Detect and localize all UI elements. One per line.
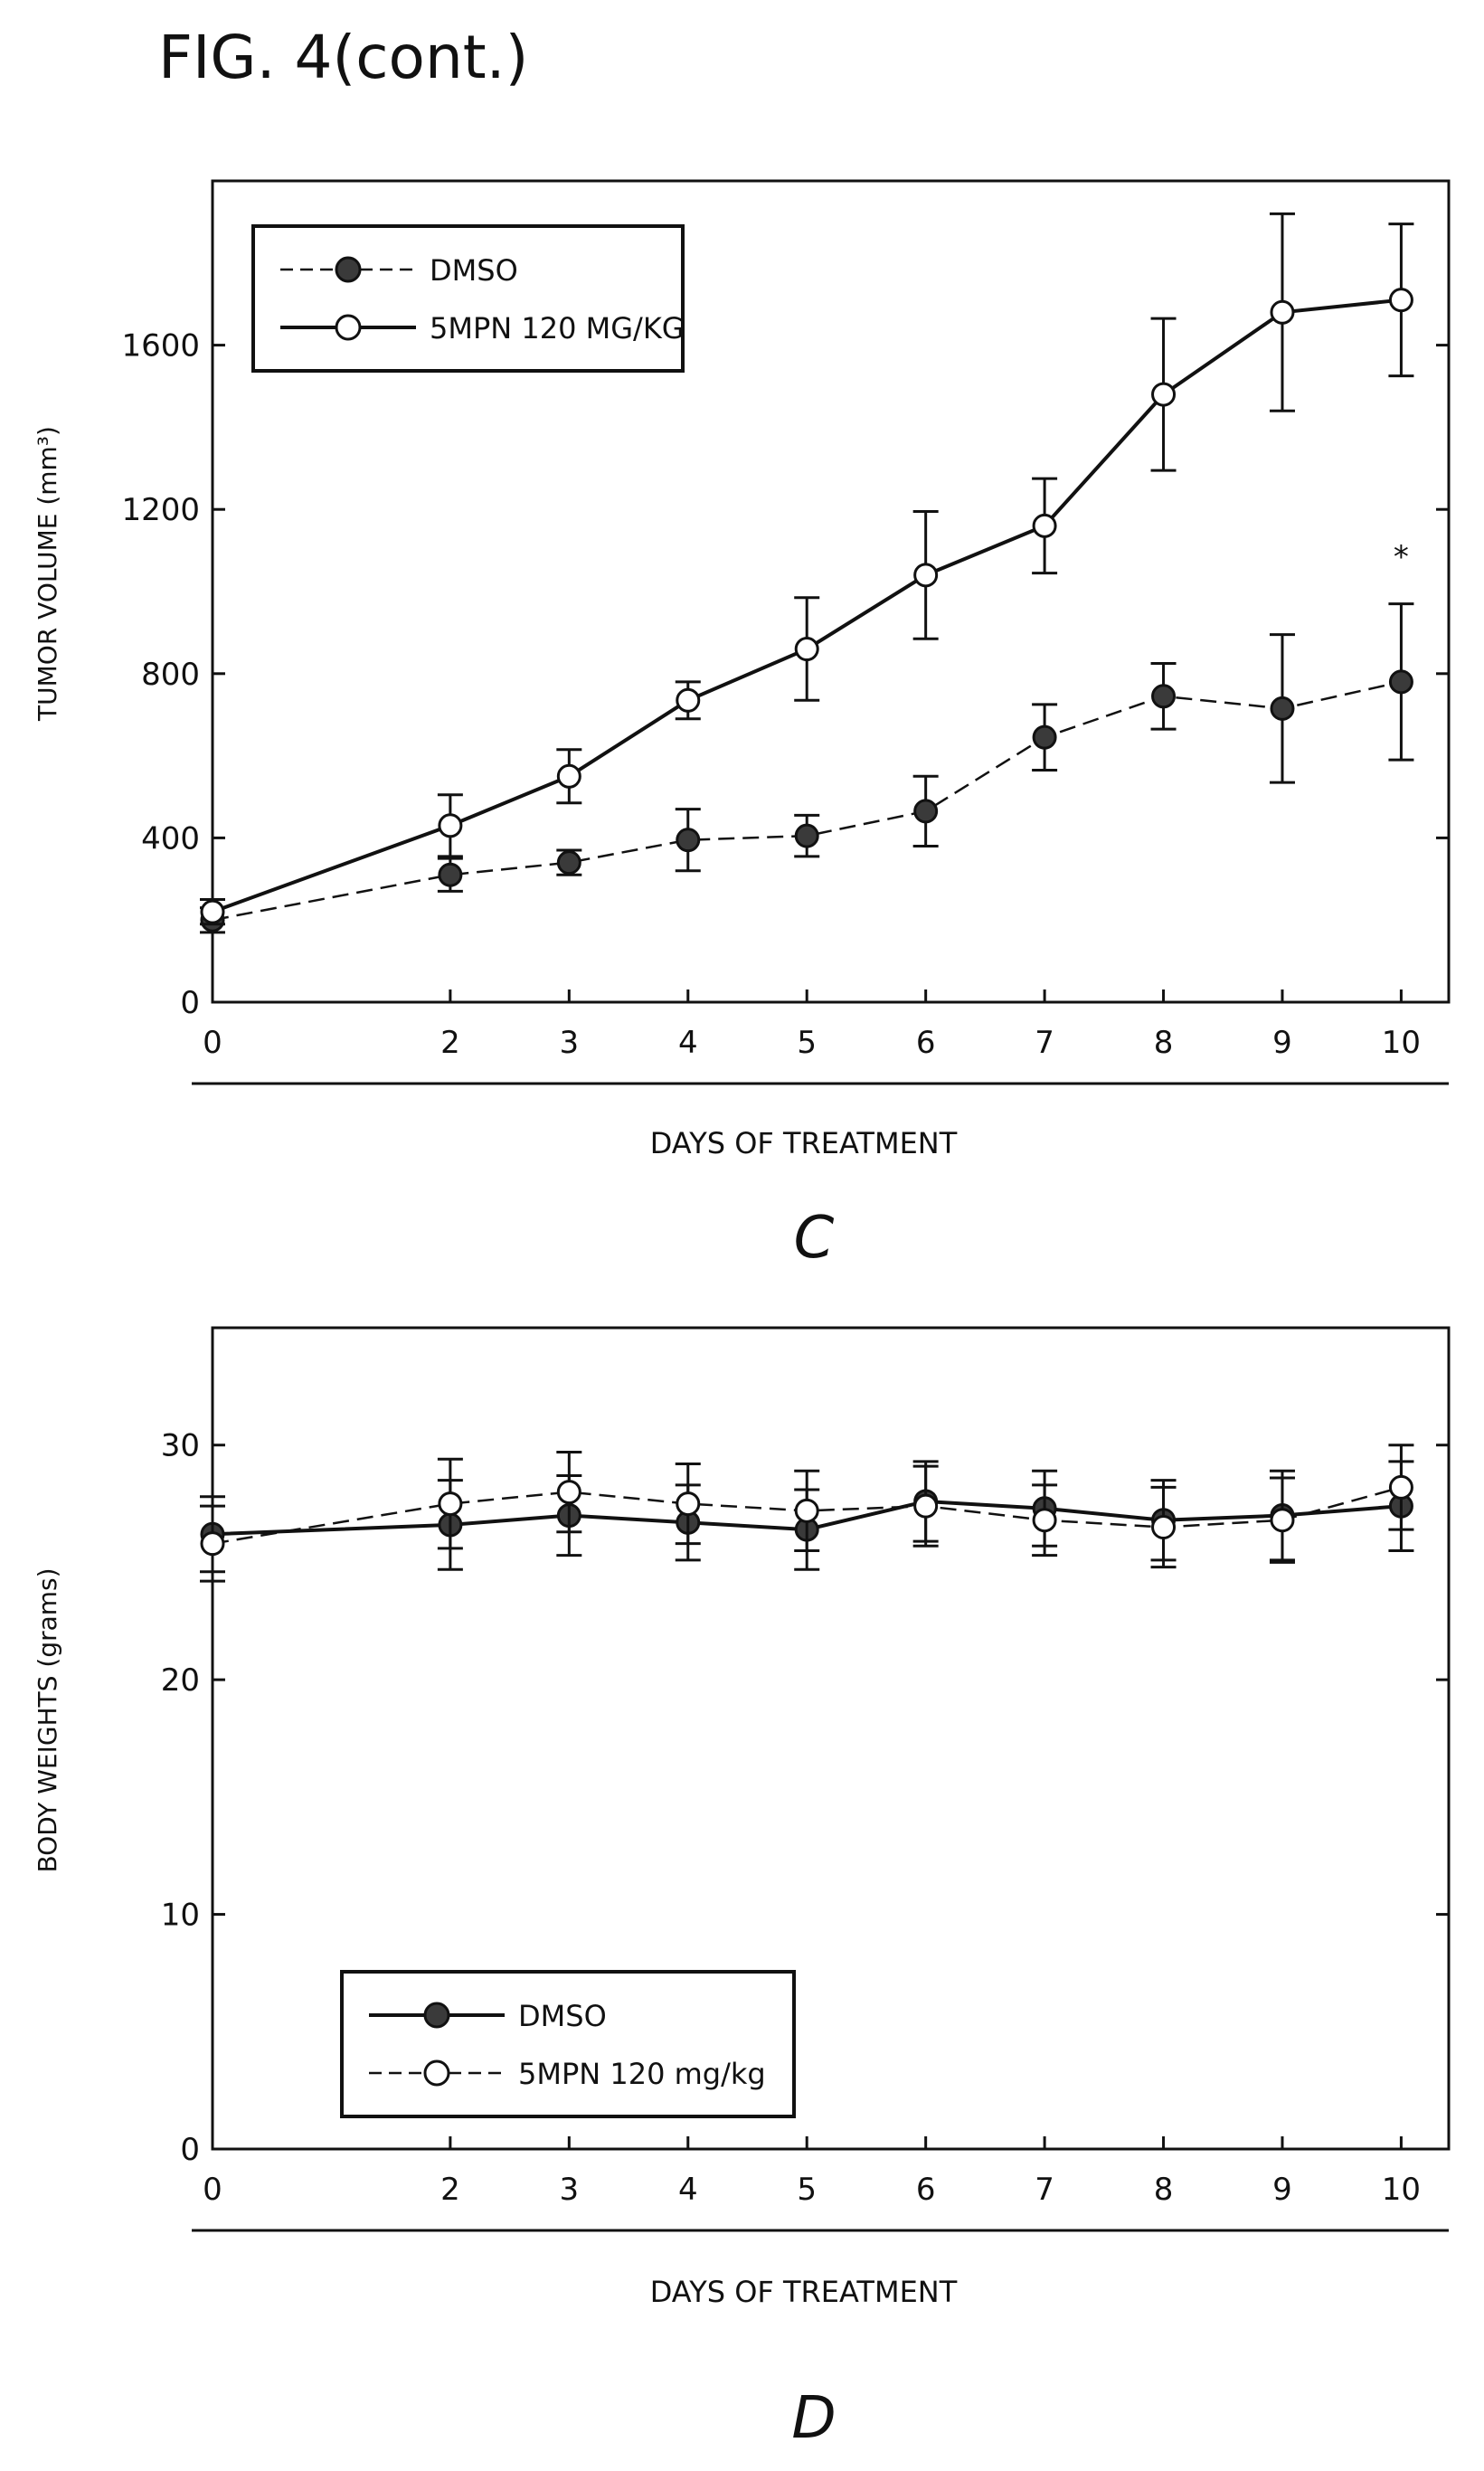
- y-tick-label: 0: [180, 985, 200, 1021]
- y-tick-label: 1200: [121, 492, 200, 528]
- data-point-open: [1270, 299, 1295, 325]
- data-point-filled: [676, 828, 701, 853]
- y-axis-label: TUMOR VOLUME (mm³): [33, 426, 62, 722]
- x-tick-label: 9: [1272, 1025, 1292, 1061]
- data-point-open: [556, 763, 581, 789]
- legend-box: [251, 224, 685, 373]
- y-tick-label: 400: [141, 820, 200, 857]
- data-point-filled: [913, 799, 939, 824]
- x-tick-label: 5: [797, 2172, 817, 2208]
- x-tick-label: 4: [678, 2172, 698, 2208]
- x-tick-label: 2: [440, 2172, 460, 2208]
- data-point-open: [676, 687, 701, 713]
- x-tick-label: 6: [916, 1025, 936, 1061]
- chart-c: 0 400 800 1200 1600 0 2 3 4 5 6 7 8 9 10 DAYS OF TREATM…: [33, 179, 1451, 1272]
- y-tick-label: 20: [161, 1662, 200, 1699]
- data-point-filled: [556, 850, 581, 876]
- x-tick-label: 0: [203, 2172, 222, 2208]
- data-point-filled: [1151, 684, 1177, 709]
- x-tick-label: 4: [678, 1025, 698, 1061]
- plot-frame: [211, 179, 1451, 1004]
- data-point-open: [438, 1491, 463, 1517]
- y-tick-label: 1600: [121, 328, 200, 364]
- x-axis-label: DAYS OF TREATMENT: [650, 1126, 958, 1160]
- x-tick-label: 8: [1154, 2172, 1174, 2208]
- x-tick-label: 7: [1035, 2172, 1054, 2208]
- legend-marker-open: [423, 2059, 450, 2087]
- data-point-filled: [438, 862, 463, 887]
- legend-label: DMSO: [518, 1999, 607, 2033]
- series-line-1: [212, 298, 1402, 914]
- legend-box: [340, 1970, 796, 2118]
- data-point-open: [913, 563, 939, 588]
- x-tick-label: 5: [797, 1025, 817, 1061]
- chart-d: 0 10 20 30 0 2 3 4 5 6 7 8 9 10 DAYS OF TREATMENT BODY …: [33, 1326, 1451, 2452]
- x-tick-label: 0: [203, 1025, 222, 1061]
- significance-annotation: *: [1394, 539, 1409, 575]
- x-tick-label: 6: [916, 2172, 936, 2208]
- data-point-open: [794, 637, 819, 662]
- data-point-open: [676, 1491, 701, 1517]
- series-line-1: [212, 1486, 1402, 1545]
- x-tick-label: 10: [1382, 2172, 1421, 2208]
- data-point-open: [200, 899, 225, 924]
- data-point-open: [438, 813, 463, 838]
- x-tick-label: 7: [1035, 1025, 1054, 1061]
- y-tick-label: 10: [161, 1898, 200, 1934]
- legend-marker-filled: [335, 256, 362, 283]
- data-point-filled: [1270, 696, 1295, 721]
- legend-label: 5MPN 120 mg/kg: [518, 2057, 766, 2091]
- data-point-filled: [1388, 669, 1413, 695]
- data-point-open: [1032, 1508, 1057, 1533]
- panel-label: C: [794, 1205, 835, 1272]
- data-point-open: [1388, 288, 1413, 313]
- legend-label: 5MPN 120 MG/KG: [430, 311, 685, 346]
- data-point-open: [1388, 1474, 1413, 1500]
- x-tick-label: 3: [560, 1025, 580, 1061]
- legend-marker-filled: [423, 2002, 450, 2029]
- x-axis-label: DAYS OF TREATMENT: [650, 2275, 958, 2309]
- data-point-open: [1270, 1508, 1295, 1533]
- x-tick-label: 10: [1382, 1025, 1421, 1061]
- x-tick-label: 8: [1154, 1025, 1174, 1061]
- data-point-open: [1032, 513, 1057, 538]
- series-line-0: [212, 680, 1402, 922]
- y-tick-label: 800: [141, 657, 200, 693]
- data-point-open: [1151, 382, 1177, 407]
- data-point-open: [556, 1480, 581, 1505]
- y-tick-label: 30: [161, 1428, 200, 1464]
- legend-marker-open: [335, 314, 362, 341]
- panel-label: D: [791, 2385, 836, 2452]
- plot-frame: [211, 1326, 1451, 2151]
- series-line-0: [212, 1499, 1402, 1537]
- x-tick-label: 3: [560, 2172, 580, 2208]
- y-tick-label: 0: [180, 2132, 200, 2168]
- legend-label: DMSO: [430, 253, 518, 288]
- data-point-open: [794, 1498, 819, 1523]
- data-point-open: [1151, 1515, 1177, 1540]
- data-point-filled: [794, 823, 819, 848]
- figure-title: FIG. 4(cont.): [158, 23, 528, 92]
- data-point-open: [200, 1531, 225, 1557]
- data-point-filled: [1032, 724, 1057, 750]
- y-axis-label: BODY WEIGHTS (grams): [33, 1567, 62, 1872]
- x-tick-label: 2: [440, 1025, 460, 1061]
- x-tick-label: 9: [1272, 2172, 1292, 2208]
- data-point-open: [913, 1493, 939, 1519]
